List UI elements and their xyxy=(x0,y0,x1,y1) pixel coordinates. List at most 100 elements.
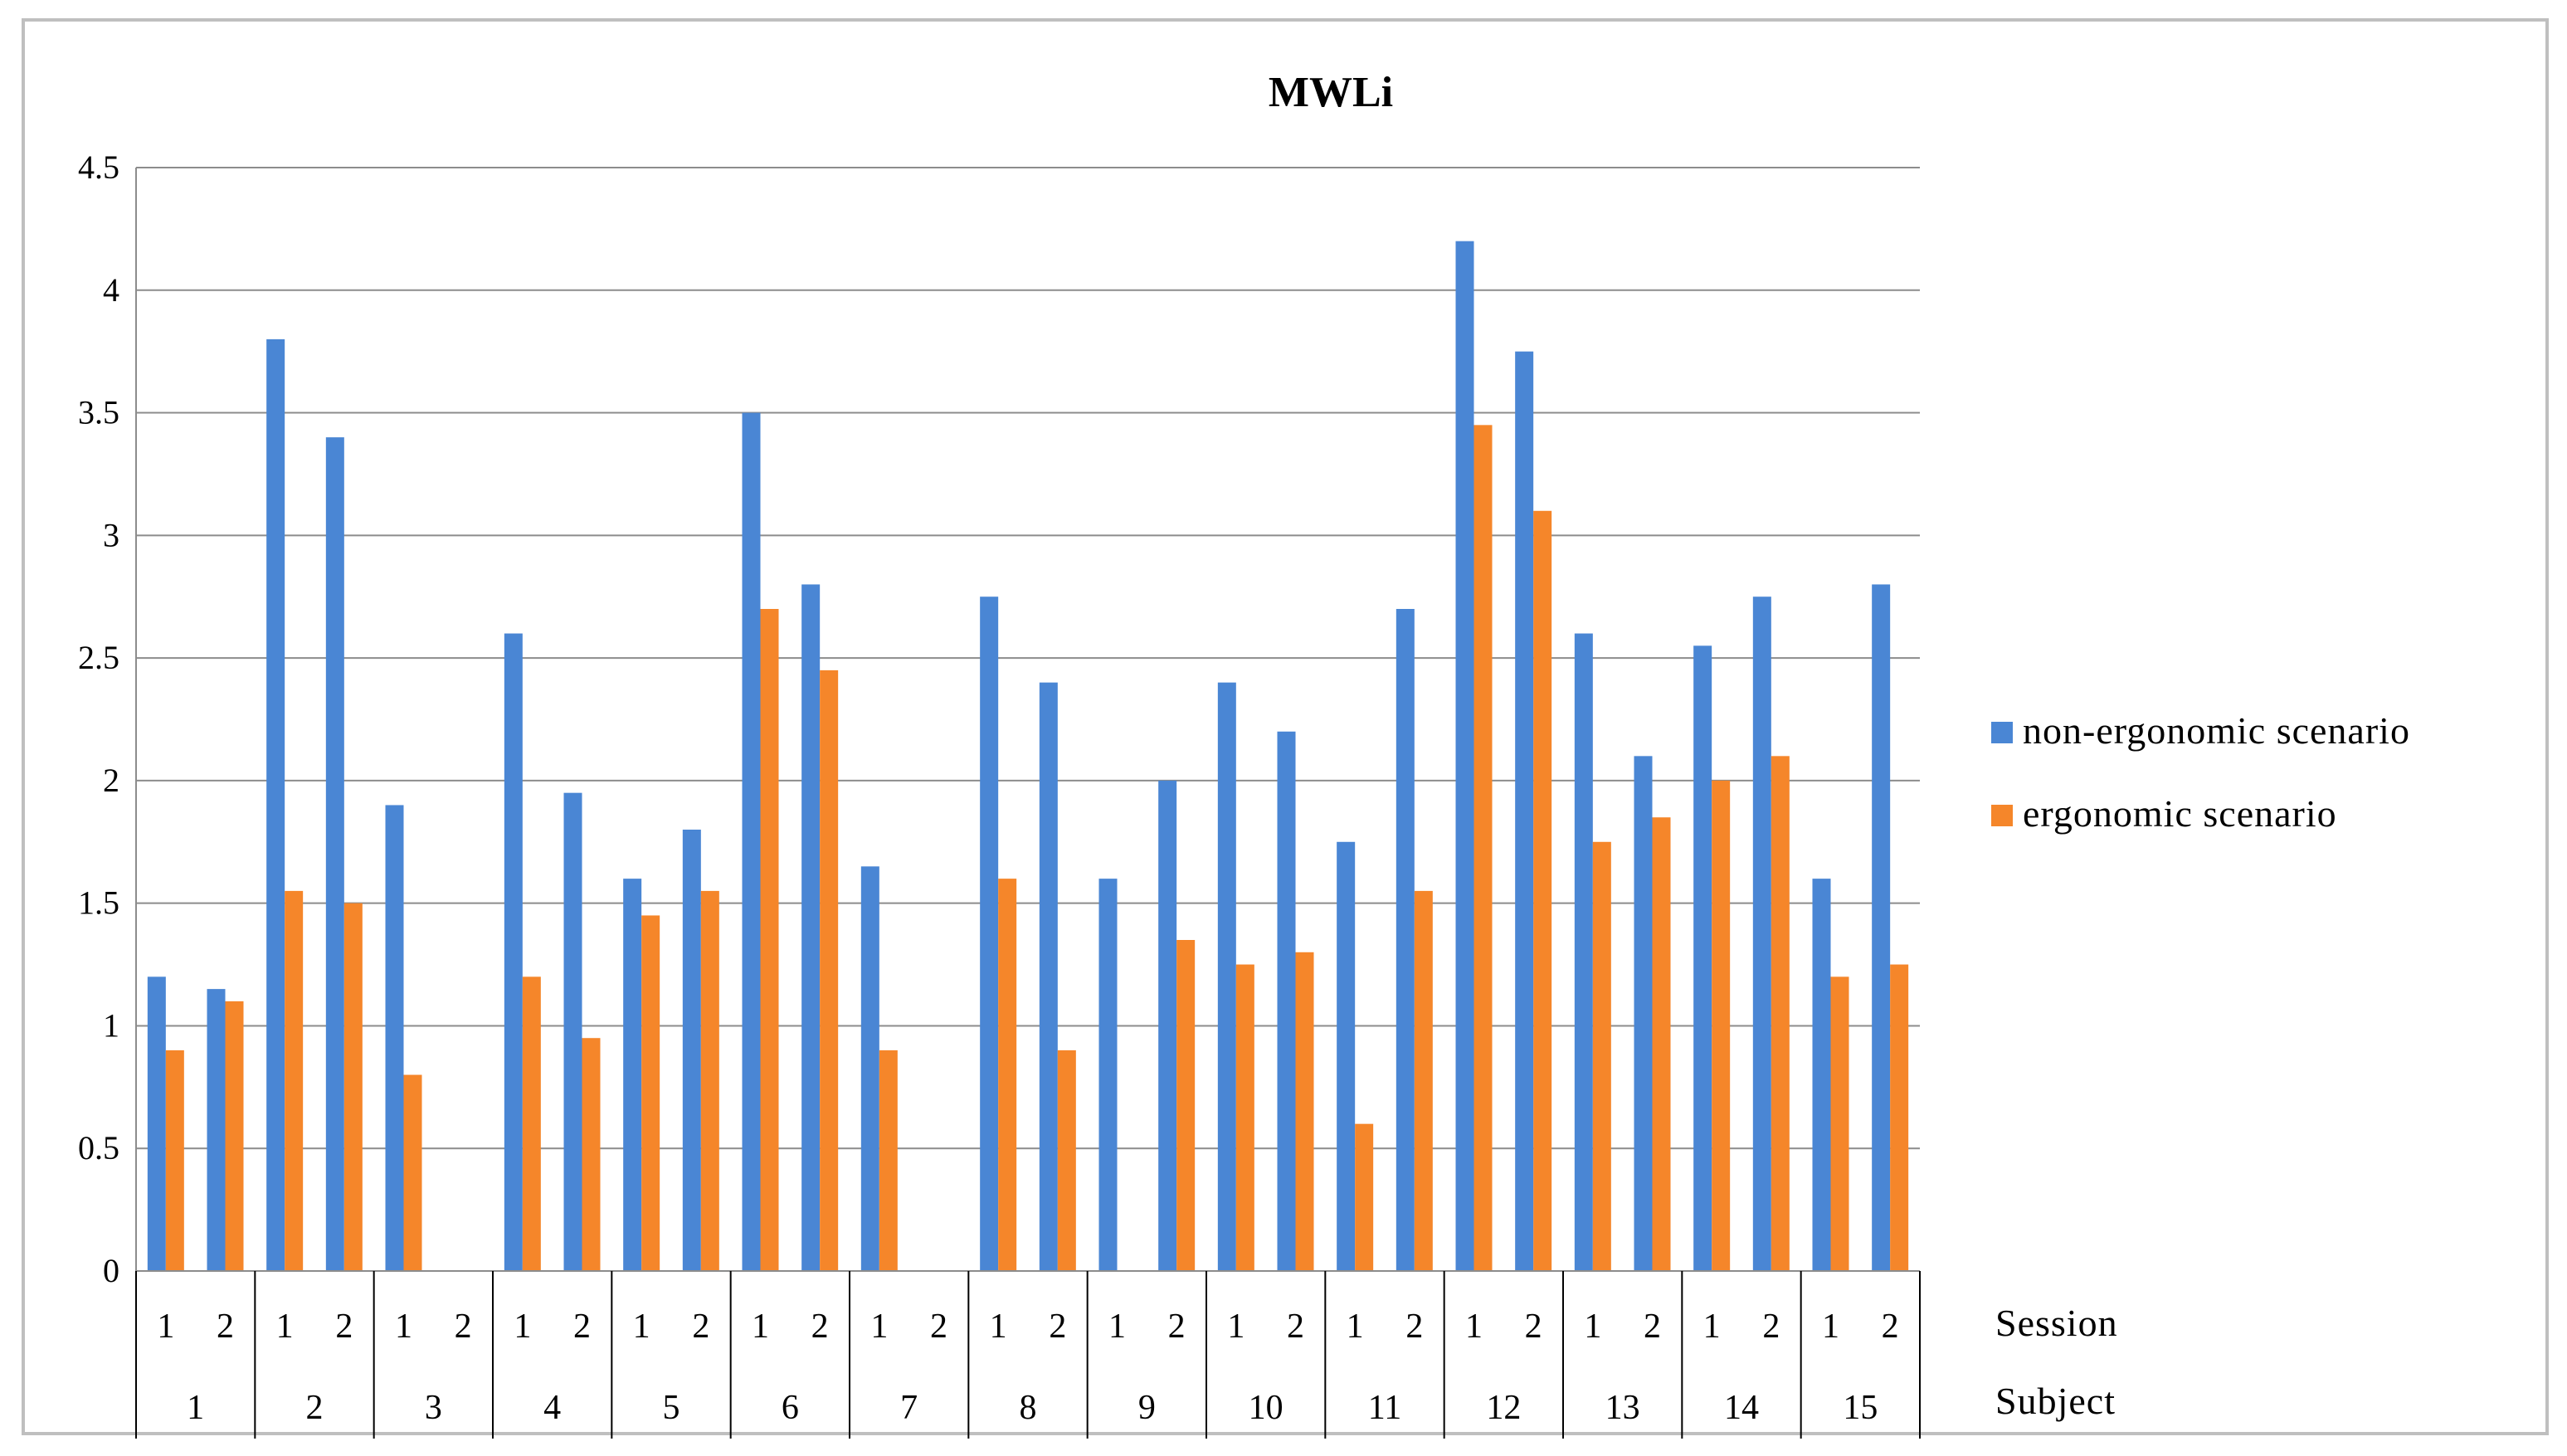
session-label: 1 xyxy=(1703,1307,1721,1346)
bar-ergonomic-7-1 xyxy=(879,1050,898,1271)
mwli-bar-chart: MWLi 00.511.522.533.544.5 1 211 221 231 241 2… xyxy=(78,69,2410,1439)
session-label: 2 xyxy=(1168,1307,1186,1346)
legend-swatch xyxy=(1991,805,2013,826)
session-label: 2 xyxy=(811,1307,829,1346)
legend: non-ergonomic scenario ergonomic scenario xyxy=(1991,709,2410,835)
bar-ergonomic-8-2 xyxy=(1057,1050,1076,1271)
y-tick-label: 2 xyxy=(103,762,119,799)
x-level-label-subject: Subject xyxy=(1995,1380,2116,1422)
session-label: 1 xyxy=(276,1307,294,1346)
session-label: 1 xyxy=(633,1307,650,1346)
bar-ergonomic-3-1 xyxy=(403,1074,422,1271)
bars xyxy=(147,241,1909,1272)
session-label: 1 xyxy=(1584,1307,1601,1346)
subject-label: 3 xyxy=(425,1389,442,1427)
bar-non-ergonomic-11-1 xyxy=(1337,841,1356,1271)
subject-label: 9 xyxy=(1138,1389,1156,1427)
session-label: 1 xyxy=(1465,1307,1483,1346)
bar-non-ergonomic-4-2 xyxy=(563,792,582,1271)
bar-ergonomic-5-2 xyxy=(700,890,719,1271)
subject-label: 1 xyxy=(187,1389,204,1427)
bar-non-ergonomic-11-2 xyxy=(1396,609,1415,1271)
session-label: 1 xyxy=(1347,1307,1364,1346)
bar-ergonomic-12-1 xyxy=(1473,425,1493,1271)
session-label: 2 xyxy=(692,1307,709,1346)
session-label: 1 xyxy=(752,1307,769,1346)
bar-ergonomic-13-1 xyxy=(1592,841,1611,1271)
legend-label: non-ergonomic scenario xyxy=(2023,709,2410,752)
y-axis-ticks: 0 0.5 1 1.5 2 2.5 3 3.5 4 4.5 xyxy=(78,149,119,1289)
bar-ergonomic-6-2 xyxy=(820,670,839,1271)
session-label: 2 xyxy=(1287,1307,1304,1346)
y-tick-label: 4.5 xyxy=(78,149,119,186)
session-label: 2 xyxy=(1762,1307,1780,1346)
bar-ergonomic-2-2 xyxy=(343,903,363,1271)
subject-label: 4 xyxy=(543,1389,561,1427)
subject-label: 2 xyxy=(306,1389,324,1427)
bar-non-ergonomic-10-1 xyxy=(1217,682,1236,1271)
bar-ergonomic-11-1 xyxy=(1355,1123,1374,1271)
session-label: 1 xyxy=(1227,1307,1245,1346)
bar-non-ergonomic-6-2 xyxy=(801,584,821,1271)
bar-non-ergonomic-8-2 xyxy=(1039,682,1058,1271)
bar-non-ergonomic-5-2 xyxy=(682,830,701,1271)
session-label: 2 xyxy=(1525,1307,1542,1346)
y-tick-label: 1.5 xyxy=(78,884,119,922)
session-label: 2 xyxy=(1405,1307,1423,1346)
subject-label: 7 xyxy=(900,1389,918,1427)
bar-ergonomic-4-2 xyxy=(582,1038,601,1271)
session-label: 1 xyxy=(990,1307,1007,1346)
bar-non-ergonomic-2-1 xyxy=(266,338,285,1271)
bar-ergonomic-5-1 xyxy=(641,915,660,1271)
y-tick-label: 4 xyxy=(103,271,119,309)
session-label: 1 xyxy=(514,1307,531,1346)
bar-non-ergonomic-14-1 xyxy=(1693,645,1712,1271)
bar-ergonomic-2-1 xyxy=(285,890,304,1271)
y-tick-label: 2.5 xyxy=(78,639,119,676)
bar-non-ergonomic-4-1 xyxy=(504,633,523,1271)
bar-ergonomic-13-2 xyxy=(1652,817,1671,1271)
y-tick-label: 0.5 xyxy=(78,1129,119,1166)
bar-non-ergonomic-6-1 xyxy=(742,412,761,1271)
bar-ergonomic-14-2 xyxy=(1771,756,1790,1271)
bar-ergonomic-1-2 xyxy=(225,1001,244,1271)
subject-label: 11 xyxy=(1368,1389,1401,1427)
bar-non-ergonomic-15-1 xyxy=(1812,879,1831,1271)
session-label: 2 xyxy=(1049,1307,1066,1346)
bar-ergonomic-9-2 xyxy=(1176,940,1196,1271)
session-label: 2 xyxy=(1644,1307,1661,1346)
bar-non-ergonomic-1-2 xyxy=(207,989,226,1271)
session-label: 2 xyxy=(573,1307,591,1346)
x-level-label-session: Session xyxy=(1995,1302,2118,1344)
bar-non-ergonomic-13-2 xyxy=(1634,756,1653,1271)
session-label: 2 xyxy=(335,1307,353,1346)
legend-label: ergonomic scenario xyxy=(2023,792,2337,835)
subject-label: 13 xyxy=(1605,1389,1640,1427)
bar-non-ergonomic-15-2 xyxy=(1872,584,1891,1271)
bar-non-ergonomic-1-1 xyxy=(147,976,166,1271)
bar-ergonomic-4-1 xyxy=(522,976,541,1271)
bar-ergonomic-15-1 xyxy=(1830,976,1849,1271)
bar-ergonomic-1-1 xyxy=(165,1050,184,1271)
bar-ergonomic-11-2 xyxy=(1414,890,1433,1271)
y-tick-label: 3 xyxy=(103,516,119,553)
bar-non-ergonomic-5-1 xyxy=(623,879,642,1271)
y-tick-label: 0 xyxy=(103,1252,119,1289)
subject-label: 5 xyxy=(663,1389,680,1427)
session-label: 2 xyxy=(930,1307,947,1346)
session-label: 1 xyxy=(870,1307,888,1346)
bar-non-ergonomic-9-1 xyxy=(1098,879,1118,1271)
bar-ergonomic-10-2 xyxy=(1295,952,1314,1271)
bar-non-ergonomic-9-2 xyxy=(1158,780,1177,1271)
bar-ergonomic-8-1 xyxy=(998,879,1017,1271)
bar-ergonomic-10-1 xyxy=(1235,964,1254,1271)
subject-label: 14 xyxy=(1724,1389,1759,1427)
bar-ergonomic-15-2 xyxy=(1890,964,1909,1271)
session-label: 2 xyxy=(455,1307,472,1346)
bar-non-ergonomic-14-2 xyxy=(1752,597,1771,1271)
session-label: 2 xyxy=(1882,1307,1899,1346)
bar-non-ergonomic-12-2 xyxy=(1515,351,1534,1272)
bar-non-ergonomic-13-1 xyxy=(1574,633,1593,1271)
